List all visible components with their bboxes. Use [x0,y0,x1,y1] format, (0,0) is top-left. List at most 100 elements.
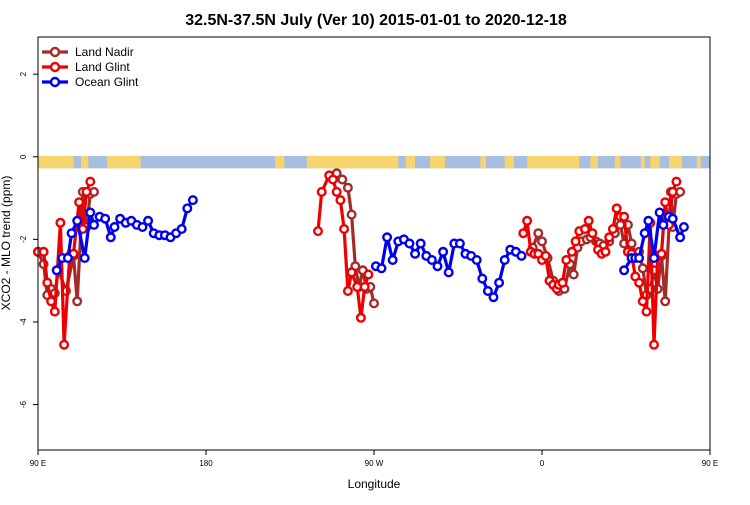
land-band [668,155,682,169]
land-band [275,155,285,169]
y-tick-label: -4 [19,318,28,326]
data-point [410,248,421,259]
data-point [579,223,590,234]
data-point [109,221,120,232]
data-point [342,182,353,193]
data-point [182,203,193,214]
data-point [404,238,415,249]
data-point [516,250,527,261]
data-point [346,209,357,220]
data-point [619,211,630,222]
land-band [614,155,621,169]
data-point [637,263,648,274]
data-point [604,232,615,243]
data-point [51,265,62,276]
data-point [649,252,660,263]
data-point [678,221,689,232]
data-point [656,248,667,259]
land-band [480,155,486,169]
data-point [494,277,505,288]
series-2 [51,195,689,303]
data-point [187,195,198,206]
data-point [355,312,366,323]
data-point [415,238,426,249]
data-point [634,277,645,288]
x-tick-label: 180 [199,459,213,468]
data-point [522,215,533,226]
land-band [650,155,660,169]
land-band [80,155,89,169]
data-point [339,223,350,234]
data-point [46,296,57,307]
x-tick-label: 90 E [30,459,46,468]
x-tick-label: 0 [540,459,545,468]
data-point [38,246,49,257]
data-point [499,255,510,266]
data-point [81,186,92,197]
series-layer [33,168,689,350]
data-point [570,236,581,247]
data-point [518,228,529,239]
data-point [649,339,660,350]
data-point [432,261,443,272]
x-axis: 90 E 180 90 W 0 90 E [30,450,718,468]
land-band [696,155,701,169]
data-point [176,223,187,234]
legend-swatch-marker [49,76,61,88]
series-1 [33,170,682,350]
data-point [62,252,73,263]
data-point [337,174,348,185]
data-point [634,252,645,263]
legend-item: Ocean Glint [42,75,139,89]
data-point [600,246,611,257]
x-axis-label: Longitude [348,477,401,491]
x-tick-label: 90 W [365,459,384,468]
legend-item: Land Glint [42,60,130,74]
data-point [143,215,154,226]
data-point [382,232,393,243]
chart-title: 32.5N-37.5N July (Ver 10) 2015-01-01 to … [185,12,567,29]
data-point [79,252,90,263]
data-point [667,213,678,224]
y-tick-label: -6 [19,400,28,408]
data-point [316,186,327,197]
data-point [488,292,499,303]
data-point [611,203,622,214]
data-point [335,195,346,206]
data-point [342,286,353,297]
legend-label: Land Glint [75,60,130,74]
data-point [327,174,338,185]
data-point [566,246,577,257]
data-point [55,217,66,228]
data-point [537,236,548,247]
data-point [369,298,380,309]
data-point [363,269,374,280]
data-point [74,197,85,208]
series-line [521,181,678,347]
data-point [667,186,678,197]
land-band [640,155,645,169]
data-point [454,238,465,249]
data-point [643,215,654,226]
data-point [105,232,116,243]
data-point [671,176,682,187]
data-point [426,255,437,266]
data-point [59,339,70,350]
y-axis-label: XCO2 - MLO trend (ppm) [0,176,13,311]
data-point [88,219,99,230]
data-point [619,265,630,276]
data-point [587,228,598,239]
data-point [443,267,454,278]
data-point [568,269,579,280]
land-band [38,155,74,169]
data-point [654,207,665,218]
data-point [346,267,357,278]
legend-swatch-marker [49,46,61,58]
data-point [376,263,387,274]
land-band [590,155,598,169]
data-point [49,306,60,317]
data-point [540,250,551,261]
